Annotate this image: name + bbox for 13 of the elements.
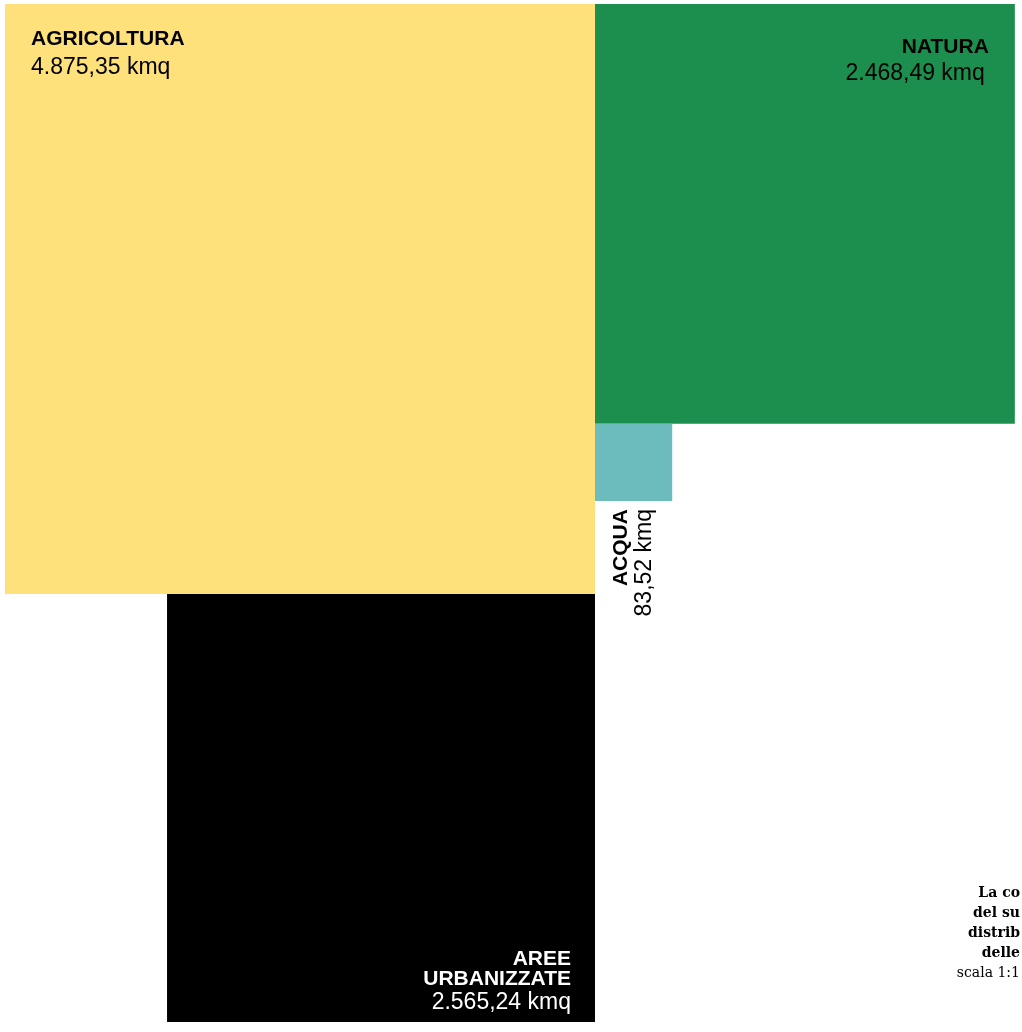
data-label: 4.875,35 kmq	[31, 53, 171, 79]
data-label: 2.565,24 kmq	[431, 987, 571, 1014]
text: scala 1:1	[956, 964, 1020, 980]
category-label: AGRICOLTURA	[31, 26, 185, 49]
text: La co	[978, 884, 1020, 900]
data-label: 83,52 kmq	[630, 509, 656, 617]
text: distrib	[968, 924, 1021, 940]
category-label: AREE URBANIZZATE	[423, 945, 571, 989]
category-label: NATURA	[901, 34, 989, 57]
text: delle	[981, 944, 1021, 960]
data-label: 2.468,49 kmq	[845, 59, 985, 85]
text: del su	[973, 904, 1020, 920]
category-label: ACQUA	[608, 509, 631, 587]
